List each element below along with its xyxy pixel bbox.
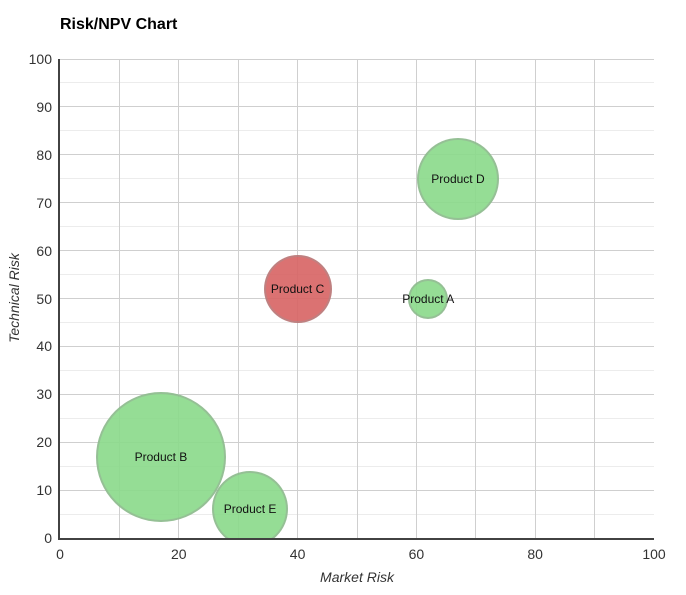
x-tick-label-80: 80 xyxy=(527,546,543,562)
y-tick-label-20: 20 xyxy=(36,434,52,451)
plot-area: Product A Product B Product C Product D Prod… xyxy=(60,59,654,538)
y-tick-label-40: 40 xyxy=(36,338,52,355)
bubble-product-a[interactable]: Product A xyxy=(402,278,454,319)
y-tick-label-30: 30 xyxy=(36,386,52,403)
gridline-x-100 xyxy=(653,59,654,538)
bubble-label-product-c: Product C xyxy=(270,281,325,296)
y-tick-label-100: 100 xyxy=(28,51,52,67)
y-tick-label-0: 0 xyxy=(44,530,52,546)
gridline-x-70 xyxy=(475,59,477,538)
bubble-label-product-d: Product D xyxy=(431,171,485,186)
y-tick-label-50: 50 xyxy=(36,290,52,307)
bubble-product-b[interactable]: Product B xyxy=(95,391,226,522)
x-tick-label-60: 60 xyxy=(408,546,425,562)
y-tick-label-80: 80 xyxy=(36,146,52,163)
x-tick-label-40: 40 xyxy=(289,546,306,562)
x-tick-label-20: 20 xyxy=(171,546,187,562)
gridline-x-50 xyxy=(356,59,358,538)
x-tick-label-100: 100 xyxy=(642,546,666,562)
bubble-product-e[interactable]: Product E xyxy=(212,471,289,538)
gridline-x-10 xyxy=(118,59,120,538)
bubble-label-product-e: Product E xyxy=(223,502,277,517)
y-tick-label-10: 10 xyxy=(36,482,52,499)
bubble-label-product-a: Product A xyxy=(402,291,455,306)
gridline-x-20 xyxy=(178,59,180,538)
x-axis-tick-labels: 0 20 40 60 80 100 xyxy=(56,546,666,564)
y-axis-tick-labels: 0 10 20 30 40 50 60 70 80 90 100 xyxy=(0,51,52,546)
y-axis-line xyxy=(58,59,60,540)
gridline-x-80 xyxy=(534,59,536,538)
x-axis-title: Market Risk xyxy=(320,569,394,585)
gridline-x-30 xyxy=(237,59,239,538)
bubble-label-product-b: Product B xyxy=(134,449,188,464)
y-tick-label-90: 90 xyxy=(36,98,52,115)
x-tick-label-0: 0 xyxy=(56,546,64,562)
y-axis-title: Technical Risk xyxy=(6,253,22,343)
bubble-product-c[interactable]: Product C xyxy=(263,254,332,323)
gridline-x-90 xyxy=(594,59,596,538)
x-axis-line xyxy=(58,538,654,540)
chart-title: Risk/NPV Chart xyxy=(60,16,178,33)
bubble-product-d[interactable]: Product D xyxy=(416,137,499,220)
y-tick-label-70: 70 xyxy=(36,194,52,211)
y-tick-label-60: 60 xyxy=(36,242,52,259)
